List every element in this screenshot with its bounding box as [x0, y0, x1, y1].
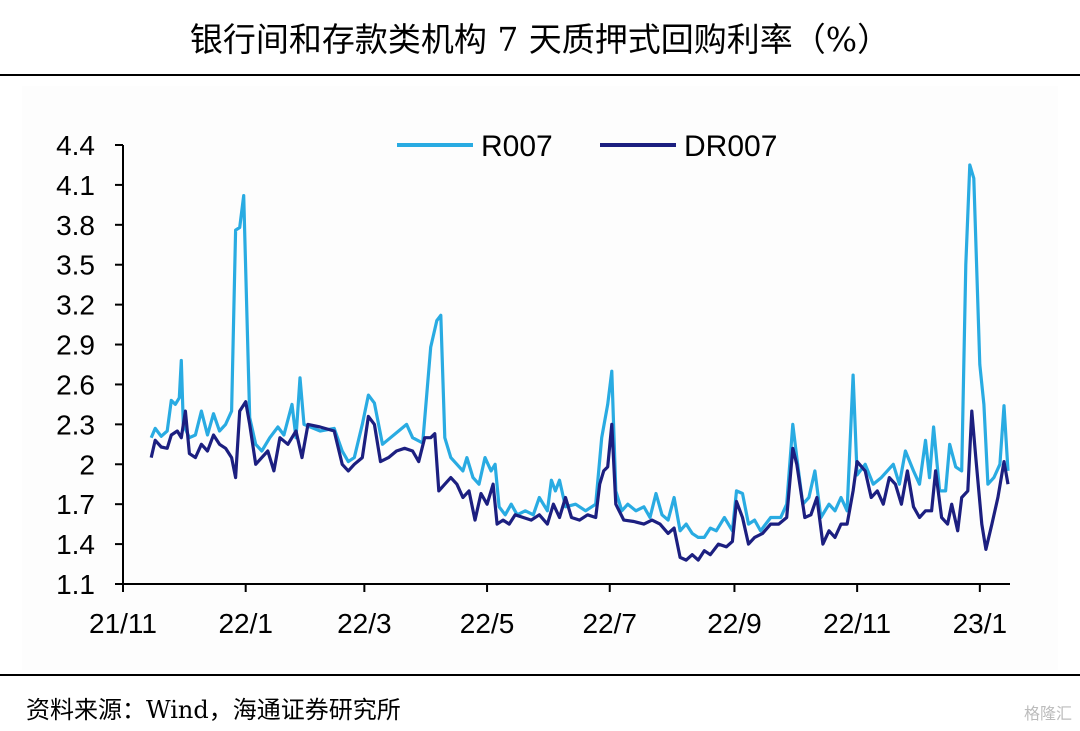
x-tick-label: 23/1 [953, 608, 1008, 639]
chart-title: 银行间和存款类机构 7 天质押式回购利率（%） [189, 20, 891, 59]
y-tick-label: 3.5 [56, 250, 95, 281]
y-tick-label: 1.4 [56, 529, 95, 560]
bottom-divider [0, 674, 1080, 676]
y-tick-label: 4.4 [56, 130, 95, 161]
x-tick-label: 22/11 [823, 608, 891, 639]
series-line-r007 [149, 163, 1010, 539]
x-tick-label: 22/9 [707, 608, 762, 639]
legend-label-r007: R007 [481, 130, 553, 163]
y-tick-label: 2.3 [56, 409, 95, 440]
y-tick-label: 3.8 [56, 210, 95, 241]
x-tick-label: 21/11 [89, 608, 157, 639]
y-tick-label: 1.7 [56, 489, 95, 520]
y-tick-label: 4.1 [56, 170, 95, 201]
x-tick-label: 22/5 [460, 608, 515, 639]
y-tick-label: 2.6 [56, 369, 95, 400]
y-tick-label: 3.2 [56, 290, 95, 321]
watermark-logo: 格隆汇 [1023, 704, 1072, 723]
y-tick-label: 1.1 [56, 569, 95, 600]
x-tick-label: 22/3 [337, 608, 392, 639]
x-tick-label: 22/1 [218, 608, 273, 639]
y-tick-label: 2 [79, 449, 95, 480]
series-line-dr007 [149, 400, 1010, 562]
top-divider [0, 74, 1080, 76]
y-tick-label: 2.9 [56, 330, 95, 361]
source-note: 资料来源：Wind，海通证券研究所 [26, 696, 401, 724]
legend-label-dr007: DR007 [684, 130, 777, 163]
plot-panel [22, 86, 1058, 670]
x-tick-label: 22/7 [582, 608, 637, 639]
